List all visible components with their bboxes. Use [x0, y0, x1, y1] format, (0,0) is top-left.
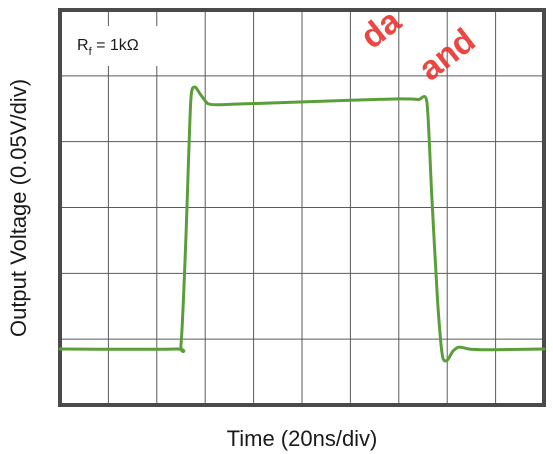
rf-subscript: f: [89, 46, 93, 58]
rf-symbol: R: [77, 37, 89, 54]
series-line-output-voltage: [58, 85, 546, 363]
annotation-box: [66, 26, 166, 66]
y-axis-label: Output Voltage (0.05V/div): [6, 79, 31, 337]
x-axis-label: Time (20ns/div): [227, 426, 378, 451]
grid: [60, 10, 544, 405]
plot-frame: [58, 8, 546, 407]
rf-value: = 1kΩ: [92, 37, 139, 54]
rf-annotation: Rf = 1kΩ: [77, 37, 139, 58]
